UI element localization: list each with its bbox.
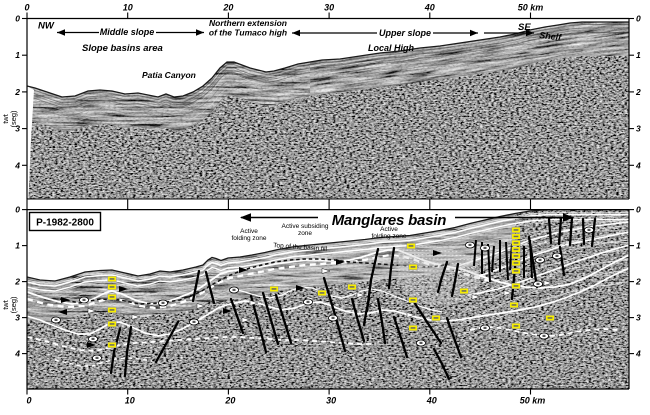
svg-text:twt: twt [1, 113, 10, 124]
svg-text:NW: NW [38, 21, 55, 32]
svg-text:0: 0 [15, 14, 20, 24]
svg-text:twt: twt [1, 299, 10, 310]
svg-text:Active: Active [380, 226, 398, 233]
svg-text:20: 20 [224, 396, 235, 406]
svg-text:2: 2 [14, 277, 20, 287]
svg-text:Slope basins area: Slope basins area [82, 43, 163, 54]
svg-text:Manglares basin: Manglares basin [332, 212, 447, 229]
svg-text:0: 0 [15, 205, 20, 215]
svg-text:0: 0 [24, 3, 29, 13]
svg-text:0: 0 [636, 14, 641, 24]
svg-text:(seg): (seg) [9, 296, 18, 314]
svg-text:1: 1 [636, 50, 641, 60]
svg-text:Shelf: Shelf [539, 30, 563, 42]
svg-text:2: 2 [14, 87, 20, 97]
svg-text:0: 0 [636, 205, 641, 215]
svg-text:50 km: 50 km [520, 396, 546, 406]
svg-text:3: 3 [636, 313, 641, 323]
svg-text:2: 2 [635, 87, 641, 97]
svg-text:Top of the basin fill: Top of the basin fill [273, 242, 328, 253]
svg-text:3: 3 [636, 124, 641, 134]
svg-text:1: 1 [15, 50, 20, 60]
svg-text:folding zone: folding zone [371, 233, 406, 240]
svg-text:40: 40 [424, 3, 435, 13]
svg-text:4: 4 [635, 349, 641, 359]
svg-text:1: 1 [15, 241, 20, 251]
svg-text:Upper slope: Upper slope [379, 28, 431, 38]
svg-text:of the Tumaco high: of the Tumaco high [209, 28, 287, 38]
svg-text:1: 1 [636, 241, 641, 251]
svg-text:Northern extension: Northern extension [209, 18, 287, 28]
svg-text:4: 4 [14, 160, 20, 170]
svg-text:SE: SE [518, 22, 531, 33]
svg-text:2: 2 [635, 277, 641, 287]
svg-text:3: 3 [15, 313, 20, 323]
svg-text:(seg): (seg) [9, 110, 18, 128]
svg-text:30: 30 [324, 3, 334, 13]
svg-text:Local High: Local High [368, 43, 415, 53]
svg-text:Active subsiding: Active subsiding [282, 223, 329, 230]
svg-text:Patia Canyon: Patia Canyon [142, 70, 196, 80]
svg-text:10: 10 [123, 3, 133, 13]
svg-text:40: 40 [426, 396, 437, 406]
svg-text:0: 0 [26, 396, 31, 406]
svg-text:3: 3 [15, 124, 20, 134]
svg-text:zone: zone [298, 230, 312, 237]
svg-text:4: 4 [14, 349, 20, 359]
svg-text:4: 4 [635, 160, 641, 170]
svg-text:10: 10 [125, 396, 135, 406]
svg-text:Middle slope: Middle slope [100, 27, 155, 37]
svg-text:P-1982-2800: P-1982-2800 [36, 218, 94, 229]
svg-text:Active: Active [240, 228, 258, 235]
svg-text:50 km: 50 km [518, 3, 544, 13]
svg-text:20: 20 [222, 3, 233, 13]
svg-text:30: 30 [326, 396, 336, 406]
svg-text:folding zone: folding zone [231, 235, 266, 242]
